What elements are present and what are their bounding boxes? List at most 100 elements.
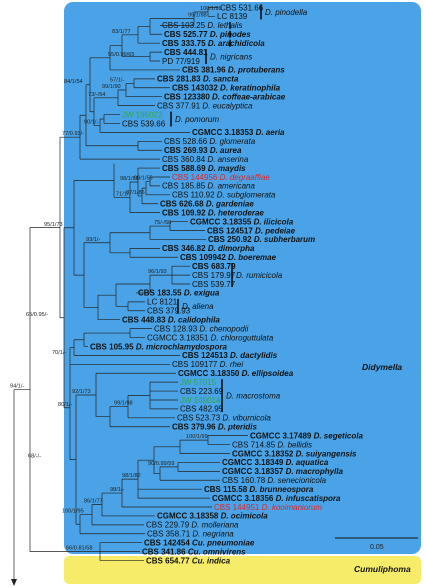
taxon-species: D. segeticola: [311, 431, 363, 440]
taxon-strain: CBS 654.77: [146, 556, 190, 565]
taxon-species: D. chloroguttulata: [208, 333, 273, 342]
tree-branches: [11, 7, 248, 586]
taxon-label: CBS 346.82 D. dimorpha: [162, 244, 255, 253]
didymella-clade-label: Didymella: [362, 362, 402, 372]
taxon-species: D. suiyangensis: [293, 449, 357, 458]
support-value: 77/0.93/-: [62, 131, 84, 137]
taxon-strain: CBS 109942: [180, 253, 226, 262]
taxon-label: CBS 250.92 D. subherbarum: [208, 235, 315, 244]
taxon-strain: CBS 109177: [172, 360, 218, 369]
taxon-species: D. rhei: [217, 360, 243, 369]
taxon-species: D. coffeae-arabicae: [210, 93, 286, 102]
support-value: 98/1/82: [122, 473, 141, 479]
support-value: 70/1/-: [52, 350, 66, 356]
taxon-label: CGMCC 3.17489 D. segeticola: [250, 431, 363, 440]
taxon-strain: CBS 379.93: [147, 307, 191, 316]
taxon-label: CBS 229.79 D. molleriana: [146, 521, 239, 530]
taxon-species: D. aeria: [253, 128, 285, 137]
taxon-strain: CBS 144956: [172, 173, 218, 182]
taxon-label: CGMCC 3.18351 D. chloroguttulata: [147, 333, 274, 342]
taxon-species: D. ocimicola: [218, 512, 268, 521]
support-value: 73/-/54: [88, 92, 105, 98]
taxon-label: CBS 223.69: [180, 387, 224, 396]
taxon-label: CBS 531.66: [220, 3, 264, 12]
taxon-species: D. molleriana: [189, 521, 239, 530]
taxon-label: CBS 143032 D. keratinophila: [172, 84, 281, 93]
taxon-strain: CBS 123380: [164, 93, 210, 102]
taxon-label: CBS 528.66 D. glomerata: [164, 137, 256, 146]
taxon-strain: PD 77/919: [162, 57, 200, 66]
taxon-species: D. ilicicola: [251, 217, 293, 226]
cumuliphoma-clade-box: [64, 556, 421, 584]
taxon-species: D. viburnicola: [220, 414, 271, 423]
taxon-strain: CGMCC 3.18349: [222, 458, 284, 467]
tree-branch-paths: [13, 7, 248, 582]
taxon-label: CBS 358.71 D. negriana: [147, 530, 234, 539]
taxon-species: D. gardeniae: [204, 200, 255, 209]
taxon-strain: CBS 250.92: [208, 235, 252, 244]
support-value: 98/1/-: [110, 487, 124, 493]
taxon-label: CBS 179.97: [192, 271, 236, 280]
taxon-label: CBS 124513 D. dactylidis: [182, 351, 278, 360]
taxon-label: CBS 523.73 D. viburnicola: [177, 414, 271, 423]
support-value: 87/1/86: [126, 190, 145, 196]
taxon-label: CBS 539.66: [122, 119, 166, 128]
taxon-strain: CBS 281.83: [157, 75, 201, 84]
taxon-label: CGMCC 3.18356 D. infuscatispora: [212, 494, 341, 503]
taxon-label: CBS 185.85 D. americana: [162, 182, 255, 191]
taxon-strain: CGMCC 3.18358: [157, 512, 219, 521]
support-value: 95/1/73: [44, 222, 63, 228]
taxon-strain: CBS 333.75: [162, 39, 206, 48]
taxon-species: D. keratinophila: [218, 84, 281, 93]
taxon-species: D. bellidis: [275, 440, 312, 449]
taxon-label: CBS 525.77 D. pinodes: [164, 30, 251, 39]
support-value: 90/0.99/59: [148, 461, 174, 467]
root-arrow-icon: [11, 579, 17, 586]
taxon-species: D. dimorpha: [206, 244, 255, 253]
taxon-label: CBS 103.25 D. lethalis: [162, 21, 243, 30]
taxon-species: D. boeremae: [226, 253, 277, 262]
taxon-label: CBS 626.68 D. gardeniae: [160, 200, 254, 209]
taxon-label: CBS 281.83 D. sancta: [157, 75, 239, 84]
support-value: 71/1/-: [116, 191, 130, 197]
support-value: 66/0.81/58: [66, 546, 92, 552]
taxon-strain: CBS 346.82: [162, 244, 206, 253]
taxon-species: D. microchlamydospora: [134, 342, 228, 351]
taxon-strain: CGMCC 3.18352: [232, 449, 294, 458]
taxon-strain: CBS 482.95: [180, 405, 224, 414]
taxon-species: D. maydis: [206, 164, 247, 173]
taxon-species: D. ellipsoidea: [239, 369, 293, 378]
bracket-species-label: D. rumicicola: [236, 271, 283, 280]
taxon-species: D. americana: [205, 182, 255, 191]
taxon-label: CBS 142454 Cu. pneumoniae: [144, 539, 255, 548]
taxon-strain: CBS 525.77: [164, 30, 208, 39]
support-value: 90/1/-: [84, 120, 98, 126]
taxon-strain: CBS 185.85: [162, 182, 206, 191]
taxon-strain: CGMCC 3.18356: [212, 494, 274, 503]
taxon-species: Cu. omnivirens: [186, 547, 247, 556]
taxon-strain: CBS 360.84: [162, 155, 206, 164]
taxon-strain: CBS 142454: [144, 539, 190, 548]
taxon-strain: CBS 179.97: [192, 271, 236, 280]
taxon-strain: CBS 269.93: [164, 146, 208, 155]
support-value: 57/1/-: [110, 77, 124, 83]
taxon-species: D. calidophila: [166, 316, 221, 325]
support-value: 98/1/55: [134, 175, 153, 181]
taxon-strain: CBS 229.79: [146, 521, 190, 530]
taxon-label: CGMCC 3.18353 D. aeria: [192, 128, 285, 137]
taxon-strain: CBS 128.93: [154, 324, 198, 333]
taxon-label: CBS 654.77 Cu. indica: [146, 556, 231, 565]
taxon-strain: CBS 105.95: [90, 342, 134, 351]
taxon-label: CBS 109.92 D. heteroderae: [162, 208, 264, 217]
taxon-strain: CBS 115.58: [204, 485, 248, 494]
support-value: 55/0.99/65: [108, 52, 134, 58]
taxon-species: D. subglomerata: [215, 191, 276, 200]
bracket-species-label: D. aliena: [182, 302, 214, 311]
taxon-label: CBS 160.78 D. senecionicola: [222, 476, 327, 485]
taxon-strain: JW 57015: [180, 378, 217, 387]
taxon-strain: LC 8139: [217, 12, 248, 21]
taxon-species: D. aquatica: [283, 458, 328, 467]
taxon-label: JW 196022: [122, 110, 163, 119]
